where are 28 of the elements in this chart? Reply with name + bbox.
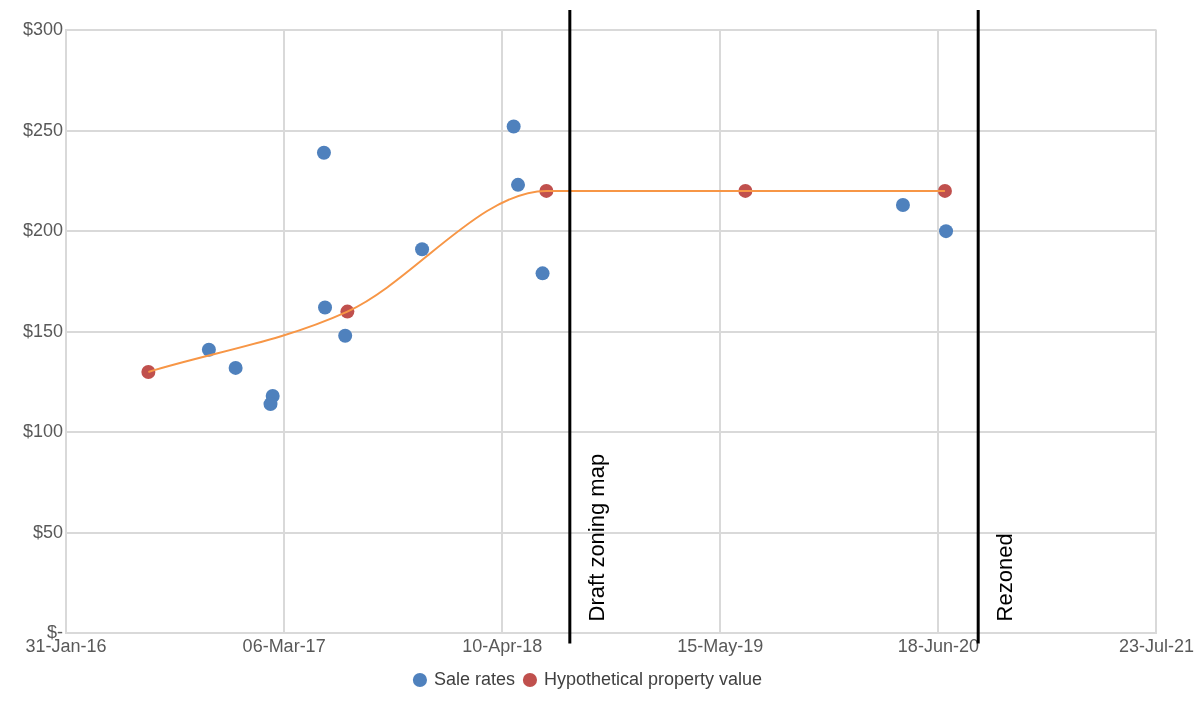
x-tick-label: 23-Jul-21	[1118, 636, 1194, 657]
point	[535, 266, 550, 281]
x-tick-label: 15-May-19	[677, 636, 764, 657]
point	[318, 300, 333, 315]
point	[263, 397, 278, 412]
legend-label: Sale rates	[433, 668, 515, 689]
x-tick-label: 18-Jun-20	[897, 636, 979, 657]
point	[141, 364, 156, 379]
y-tick-label: $100	[23, 421, 64, 442]
point	[937, 183, 952, 198]
point	[415, 242, 430, 257]
y-tick-label: $300	[23, 18, 64, 39]
ref-line-label: Rezoned	[992, 533, 1018, 622]
x-tick-label: 06-Mar-17	[242, 636, 326, 657]
point	[228, 360, 243, 375]
y-tick-label: $50	[33, 521, 64, 542]
point	[316, 145, 331, 160]
point	[895, 197, 910, 212]
y-tick-label: $250	[23, 119, 64, 140]
point	[939, 224, 954, 239]
y-tick-label: $200	[23, 220, 64, 241]
point	[338, 328, 353, 343]
point	[511, 177, 526, 192]
x-tick-label: 10-Apr-18	[462, 636, 543, 657]
legend-label: Hypothetical property value	[543, 668, 763, 689]
point	[506, 119, 521, 134]
ref-line-label: Draft zoning map	[583, 453, 609, 622]
y-tick-label: $150	[23, 320, 64, 341]
